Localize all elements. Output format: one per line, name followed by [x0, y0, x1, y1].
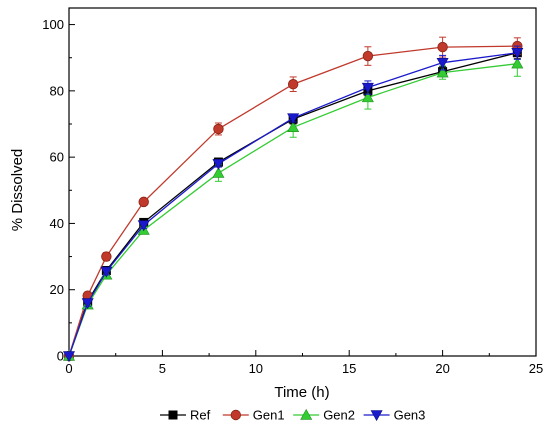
x-axis-title: Time (h)	[274, 384, 329, 401]
y-tick-label: 60	[50, 150, 64, 165]
x-tick-label: 20	[435, 361, 449, 376]
x-tick-label: 15	[342, 361, 356, 376]
x-tick-label: 25	[529, 361, 543, 376]
x-tick-label: 5	[159, 361, 166, 376]
data-point	[361, 91, 374, 103]
x-tick-label: 10	[249, 361, 263, 376]
series-line	[68, 52, 518, 357]
legend-marker	[300, 408, 313, 420]
series-layer	[62, 36, 524, 363]
legend: Ref Gen1 Gen2 Gen3	[160, 408, 425, 423]
legend-label: Gen3	[394, 408, 426, 423]
data-point	[101, 251, 112, 262]
legend-label: Ref	[190, 408, 211, 423]
y-tick-label: 0	[57, 349, 64, 364]
data-point	[81, 298, 94, 310]
data-point	[287, 79, 299, 90]
legend-marker	[168, 410, 178, 420]
data-point	[361, 82, 374, 94]
data-point	[287, 121, 300, 133]
data-point	[436, 66, 449, 78]
series-gen1	[63, 36, 523, 362]
data-point	[62, 351, 76, 363]
data-point	[213, 123, 224, 135]
legend-marker	[230, 409, 242, 421]
legend-item-gen2: Gen2	[293, 408, 355, 423]
legend-item-ref: Ref	[160, 408, 211, 423]
data-point	[287, 113, 300, 125]
series-ref	[64, 46, 522, 361]
y-axis-title: % Dissolved	[9, 149, 26, 232]
legend-label: Gen2	[323, 408, 355, 423]
legend-label: Gen1	[253, 408, 285, 423]
data-point	[436, 57, 449, 69]
x-tick-label: 0	[65, 361, 72, 376]
series-gen2	[62, 50, 524, 361]
series-line	[68, 52, 518, 357]
x-axis: 0 5 10 15 20 25	[65, 350, 543, 376]
data-point	[212, 166, 225, 178]
data-point	[137, 220, 150, 232]
data-point	[362, 50, 374, 62]
y-tick-label: 40	[50, 216, 64, 231]
y-tick-label: 80	[50, 83, 64, 98]
legend-marker	[370, 410, 383, 422]
data-point	[437, 41, 448, 53]
y-axis: 0 20 40 60 80 100	[42, 17, 75, 364]
y-tick-label: 20	[50, 282, 64, 297]
data-point	[212, 159, 225, 170]
data-point	[100, 266, 113, 278]
series-line	[68, 45, 518, 357]
y-tick-label: 100	[42, 17, 64, 32]
series-line	[68, 63, 518, 357]
series-gen3	[62, 45, 524, 363]
data-point	[511, 48, 524, 59]
legend-item-gen1: Gen1	[222, 408, 285, 423]
legend-item-gen3: Gen3	[363, 408, 426, 423]
data-point	[511, 57, 524, 69]
data-point	[138, 196, 149, 208]
